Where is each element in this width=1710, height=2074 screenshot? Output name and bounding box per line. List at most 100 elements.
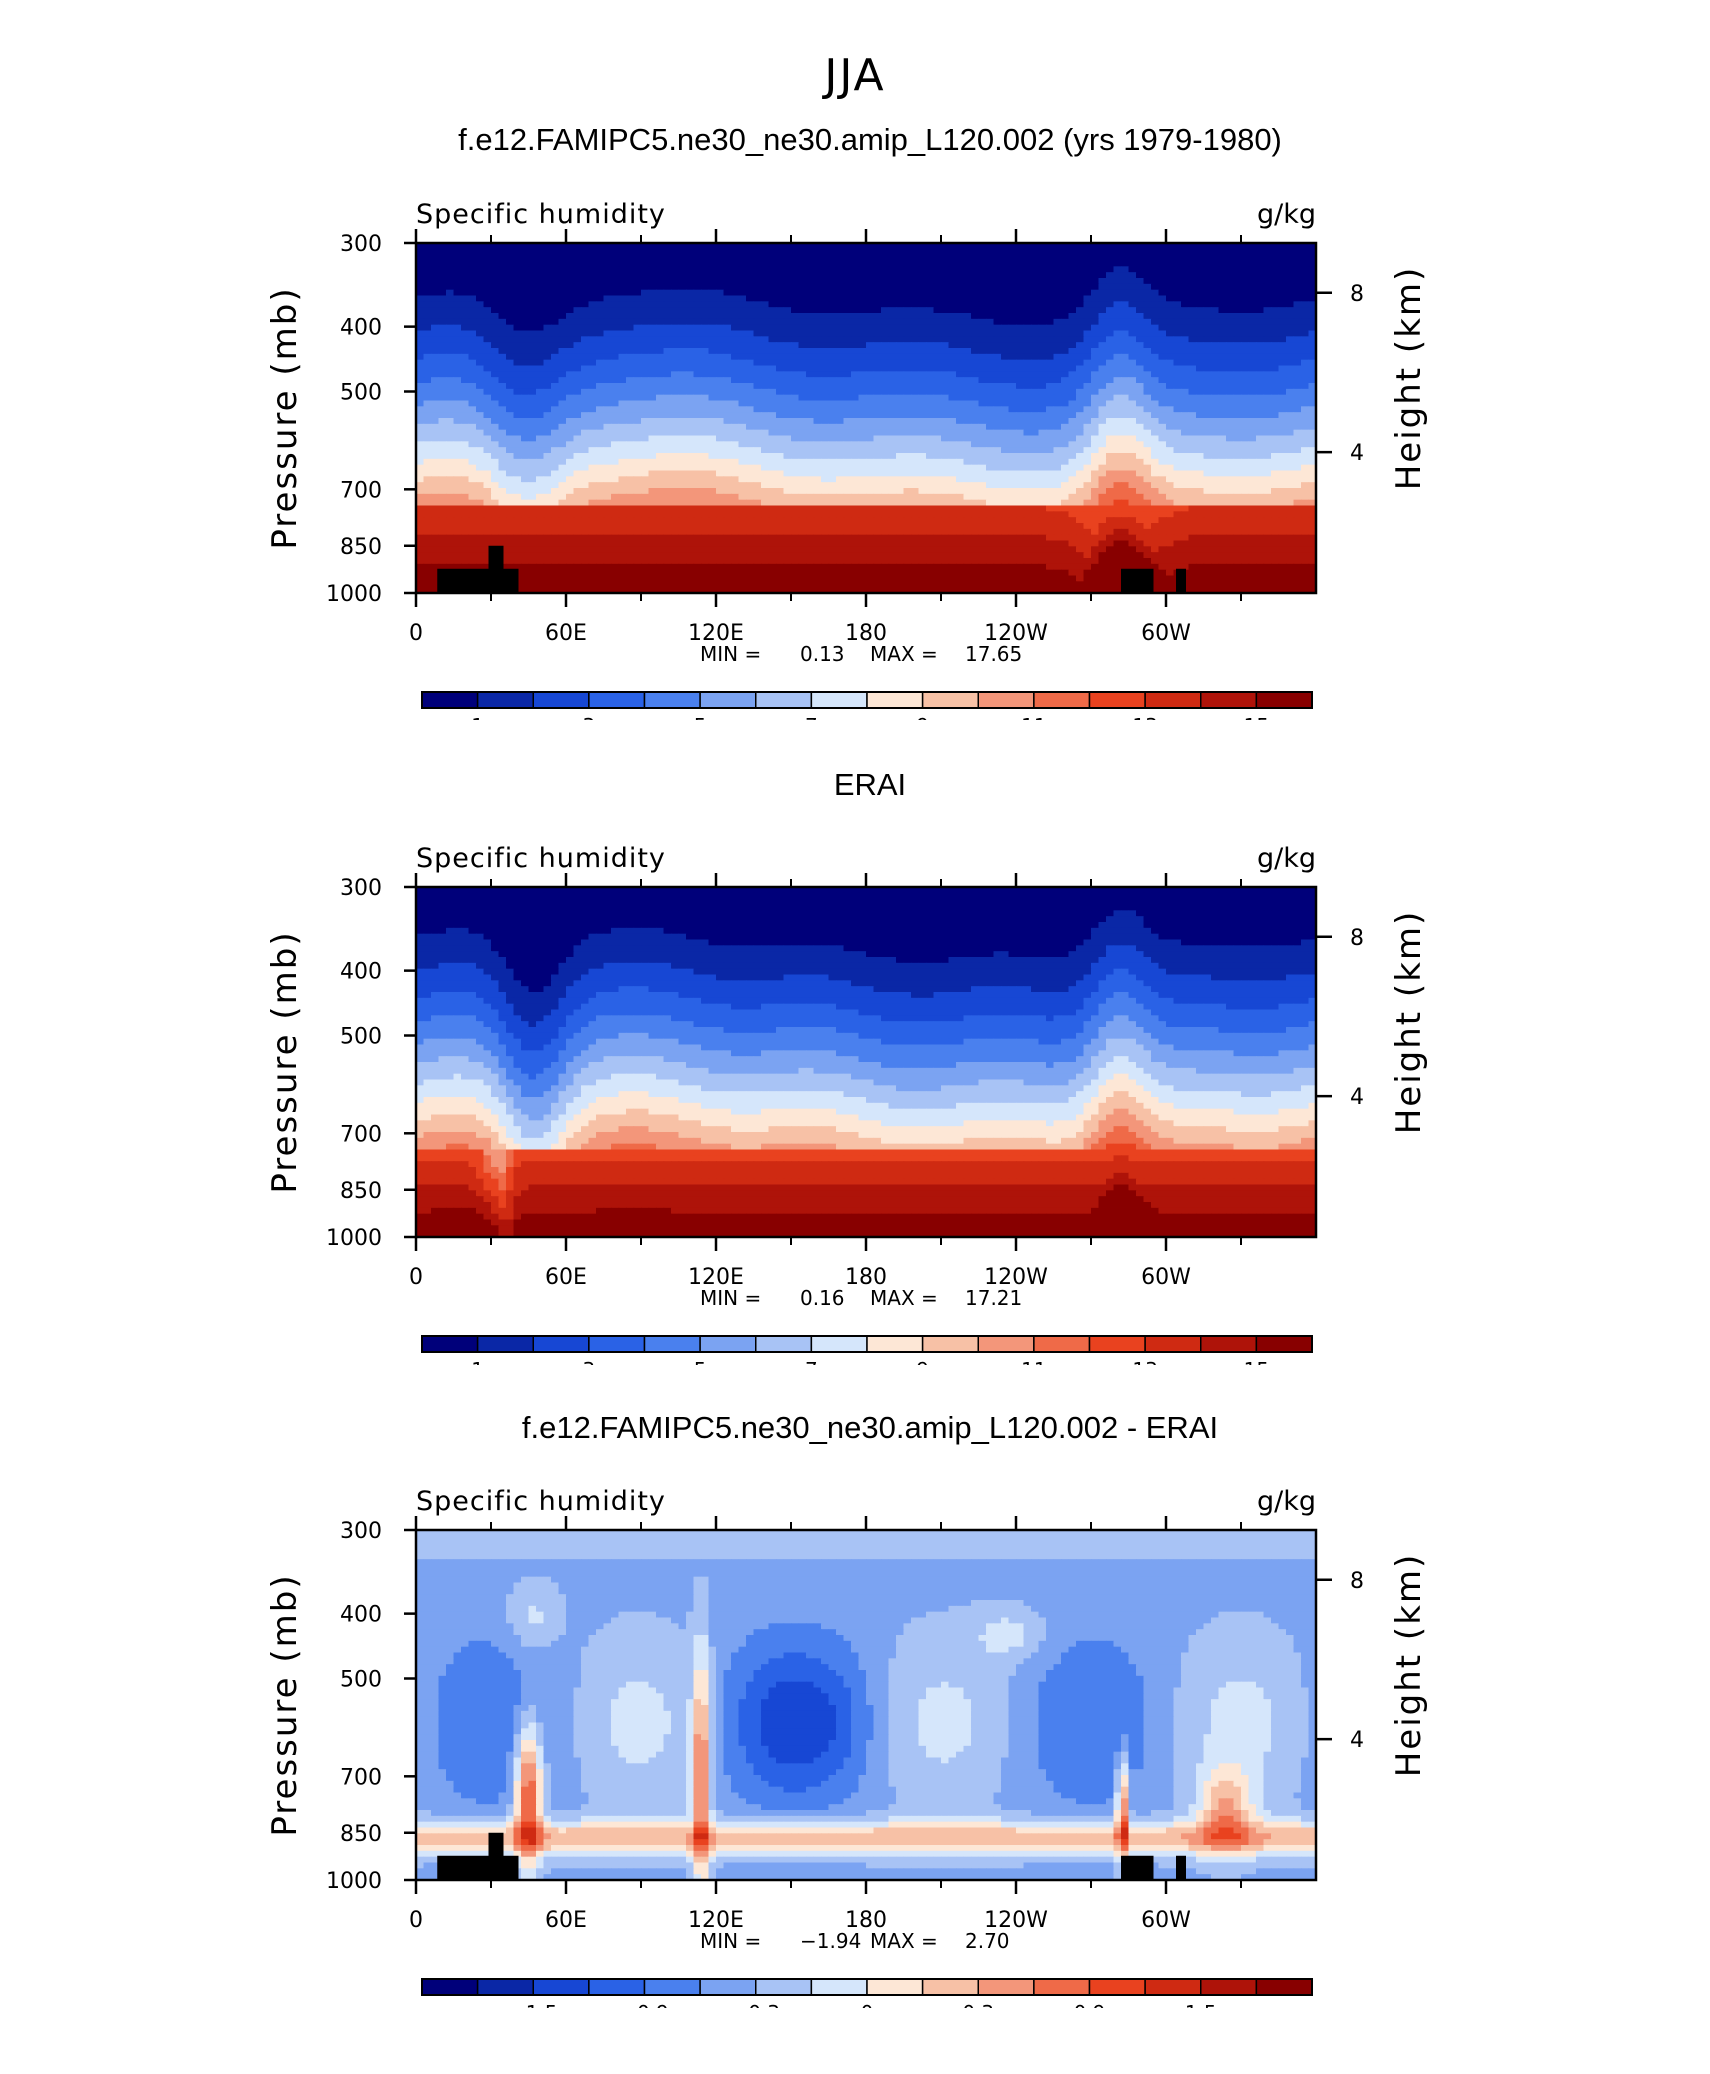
heatmap-cell: [761, 365, 770, 372]
heatmap-cell: [1023, 418, 1032, 425]
heatmap-cell: [1173, 464, 1182, 472]
heatmap-cell: [896, 313, 905, 320]
heatmap-cell: [498, 383, 507, 390]
heatmap-cell: [716, 342, 725, 349]
heatmap-cell: [671, 272, 680, 279]
heatmap-cell: [701, 254, 710, 262]
heatmap-cell: [836, 266, 845, 273]
heatmap-cell: [573, 324, 582, 332]
heatmap-cell: [746, 453, 755, 460]
heatmap-cell: [1211, 254, 1220, 262]
heatmap-cell: [783, 406, 792, 413]
heatmap-cell: [416, 476, 425, 483]
heatmap-cell: [738, 318, 747, 326]
heatmap-cell: [843, 441, 852, 448]
heatmap-cell: [528, 266, 537, 273]
heatmap-cell: [611, 441, 620, 448]
heatmap-cell: [1226, 441, 1235, 448]
heatmap-cell: [513, 447, 522, 454]
heatmap-cell: [656, 318, 665, 326]
heatmap-cell: [843, 482, 852, 489]
heatmap-cell: [1053, 266, 1062, 273]
heatmap-cell: [491, 348, 500, 355]
heatmap-cell: [1151, 266, 1160, 273]
heatmap-cell: [1083, 243, 1092, 250]
heatmap-cell: [918, 254, 927, 262]
heatmap-cell: [453, 307, 462, 314]
heatmap-cell: [723, 289, 732, 297]
heatmap-cell: [1181, 342, 1190, 349]
heatmap-cell: [558, 412, 567, 419]
heatmap-cell: [446, 243, 455, 250]
heatmap-cell: [1248, 371, 1257, 378]
heatmap-cell: [866, 423, 875, 431]
heatmap-cell: [453, 342, 462, 349]
heatmap-cell: [783, 365, 792, 372]
heatmap-cell: [1083, 365, 1092, 372]
heatmap-cell: [738, 412, 747, 419]
heatmap-cell: [1031, 400, 1040, 407]
heatmap-cell: [1203, 260, 1212, 267]
heatmap-cell: [738, 248, 747, 256]
heatmap-cell: [543, 283, 552, 291]
heatmap-cell: [603, 353, 612, 361]
heatmap-cell: [618, 482, 627, 489]
heatmap-cell: [963, 423, 972, 431]
heatmap-cell: [851, 301, 860, 308]
heatmap-cell: [1076, 441, 1085, 448]
heatmap-cell: [806, 458, 815, 466]
heatmap-cell: [1263, 377, 1272, 384]
heatmap-cell: [468, 476, 477, 483]
heatmap-cell: [1166, 435, 1175, 442]
heatmap-cell: [851, 342, 860, 349]
heatmap-cell: [731, 394, 740, 402]
heatmap-cell: [1023, 313, 1032, 320]
heatmap-cell: [1233, 330, 1242, 337]
heatmap-cell: [506, 412, 515, 419]
heatmap-cell: [1203, 423, 1212, 431]
heatmap-cell: [731, 313, 740, 320]
heatmap-cell: [941, 394, 950, 402]
heatmap-cell: [1188, 342, 1197, 349]
heatmap-cell: [431, 348, 440, 355]
heatmap-cell: [1173, 342, 1182, 349]
heatmap-cell: [1301, 458, 1310, 466]
heatmap-cell: [903, 394, 912, 402]
heatmap-cell: [1016, 371, 1025, 378]
heatmap-cell: [1091, 412, 1100, 419]
heatmap-cell: [798, 383, 807, 390]
heatmap-cell: [1053, 301, 1062, 308]
heatmap-cell: [686, 289, 695, 297]
heatmap-cell: [416, 371, 425, 378]
heatmap-cell: [603, 359, 612, 367]
heatmap-cell: [1196, 441, 1205, 448]
heatmap-cell: [1203, 476, 1212, 483]
heatmap-cell: [1083, 400, 1092, 407]
heatmap-cell: [791, 429, 800, 437]
heatmap-cell: [1196, 388, 1205, 396]
heatmap-cell: [926, 388, 935, 396]
heatmap-cell: [776, 254, 785, 262]
heatmap-cell: [701, 348, 710, 355]
heatmap-cell: [1106, 342, 1115, 349]
heatmap-cell: [873, 435, 882, 442]
heatmap-cell: [866, 400, 875, 407]
heatmap-cell: [1301, 464, 1310, 472]
heatmap-cell: [1136, 318, 1145, 326]
heatmap-cell: [581, 266, 590, 273]
heatmap-cell: [1076, 458, 1085, 466]
heatmap-cell: [1181, 435, 1190, 442]
heatmap-cell: [1181, 330, 1190, 337]
heatmap-cell: [1038, 400, 1047, 407]
heatmap-cell: [431, 243, 440, 250]
heatmap-cell: [566, 254, 575, 262]
heatmap-cell: [888, 348, 897, 355]
heatmap-cell: [1076, 260, 1085, 267]
heatmap-cell: [453, 243, 462, 250]
heatmap-cell: [588, 289, 597, 297]
heatmap-cell: [971, 406, 980, 413]
heatmap-cell: [1256, 365, 1265, 372]
heatmap-cell: [881, 453, 890, 460]
heatmap-cell: [461, 272, 470, 279]
heatmap-cell: [446, 324, 455, 332]
